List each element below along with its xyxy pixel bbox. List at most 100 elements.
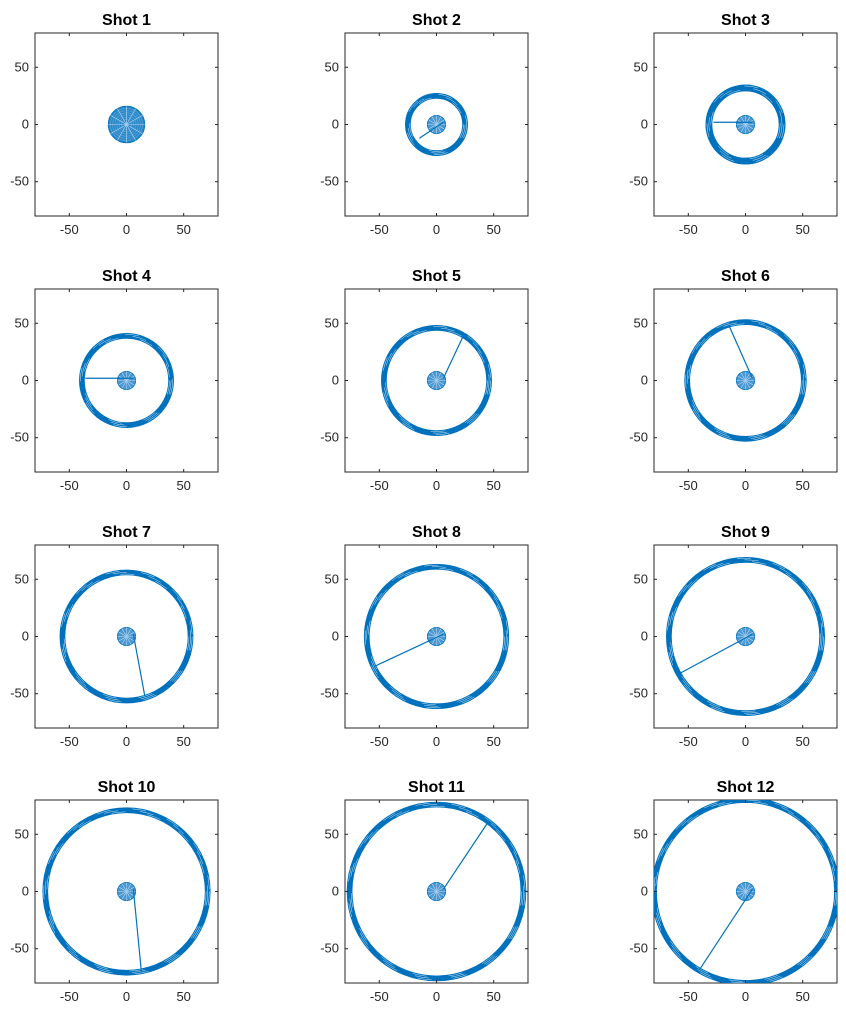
x-tick-label: -50 <box>60 478 79 493</box>
x-tick-label: 0 <box>433 734 440 749</box>
y-tick-label: 0 <box>22 884 29 899</box>
y-tick-label: -50 <box>320 686 339 701</box>
connector-line <box>728 326 753 379</box>
y-tick-label: 0 <box>22 629 29 644</box>
x-tick-label: 0 <box>123 478 130 493</box>
outer-ring-trace <box>43 808 210 975</box>
data-layer <box>107 105 146 144</box>
connector-line <box>442 336 464 379</box>
outer-ring-trace <box>383 327 490 434</box>
connector-line <box>442 823 488 890</box>
y-tick-label: 50 <box>15 826 29 841</box>
subplot-title: Shot 8 <box>412 524 461 541</box>
outer-ring-trace <box>688 323 803 438</box>
y-tick-label: -50 <box>10 941 29 956</box>
inner-spiral-stroke <box>737 375 754 386</box>
inner-spiral <box>735 626 756 647</box>
subplot-title: Shot 2 <box>412 12 461 29</box>
data-layer <box>59 569 194 704</box>
outer-ring-trace <box>667 558 824 715</box>
y-tick-label: 0 <box>332 884 339 899</box>
outer-ring-trace <box>668 559 823 714</box>
x-tick-label: 50 <box>176 989 190 1004</box>
inner-spiral-stroke <box>118 886 135 897</box>
subplot-title: Shot 4 <box>102 268 151 285</box>
outer-ring-trace <box>83 337 170 424</box>
outer-ring-trace <box>62 572 191 701</box>
y-tick-label: 50 <box>325 315 339 330</box>
subplot-4: Shot 4 -50 0 50 50 0 -50 <box>10 268 219 493</box>
data-layer <box>405 93 468 156</box>
x-tick-label: 0 <box>742 734 749 749</box>
outer-ring-trace <box>45 810 208 973</box>
y-tick-label: 50 <box>15 315 29 330</box>
data-layer <box>346 801 527 982</box>
connector-line <box>680 633 753 674</box>
y-tick-label: -50 <box>629 941 648 956</box>
x-tick-label: 0 <box>742 222 749 237</box>
subplot-title: Shot 9 <box>721 524 770 541</box>
y-tick-label: -50 <box>629 174 648 189</box>
x-tick-label: 50 <box>176 478 190 493</box>
y-tick-label: 0 <box>332 629 339 644</box>
x-tick-label: 0 <box>123 222 130 237</box>
x-tick-label: -50 <box>370 222 389 237</box>
x-tick-label: 50 <box>795 989 809 1004</box>
y-tick-label: 0 <box>641 373 648 388</box>
connector-line <box>374 633 444 667</box>
subplot-5: Shot 5 -50 0 50 50 0 -50 <box>320 268 529 493</box>
outer-ring-trace <box>409 97 464 152</box>
x-tick-label: 50 <box>486 478 500 493</box>
y-tick-label: 50 <box>325 571 339 586</box>
outer-ring-trace <box>686 321 805 440</box>
outer-ring-trace <box>80 334 173 427</box>
subplot-10: Shot 10 -50 0 50 50 0 -50 <box>10 779 219 1004</box>
outer-ring-trace <box>81 335 172 426</box>
connector-line <box>132 634 146 697</box>
inner-spiral-stroke <box>737 631 754 642</box>
x-tick-label: -50 <box>370 478 389 493</box>
data-layer <box>42 807 211 976</box>
outer-ring-trace <box>350 805 523 978</box>
x-tick-label: 50 <box>795 734 809 749</box>
subplot-7: Shot 7 -50 0 50 50 0 -50 <box>10 524 219 749</box>
x-tick-label: -50 <box>60 989 79 1004</box>
inner-spiral-stroke <box>428 375 445 386</box>
x-tick-label: 0 <box>123 734 130 749</box>
x-tick-label: -50 <box>679 734 698 749</box>
y-tick-label: 0 <box>22 373 29 388</box>
data-layer <box>79 333 174 428</box>
subplot-title: Shot 10 <box>98 779 156 796</box>
y-tick-label: 50 <box>634 826 648 841</box>
inner-spiral-stroke <box>428 119 445 130</box>
x-tick-label: 50 <box>176 222 190 237</box>
y-tick-label: 0 <box>641 117 648 132</box>
connector-line <box>419 121 444 139</box>
x-tick-label: 50 <box>795 222 809 237</box>
connector-line <box>699 888 753 970</box>
inner-spiral-stroke <box>118 631 135 642</box>
inner-spiral <box>426 114 447 135</box>
x-tick-label: 50 <box>486 734 500 749</box>
x-tick-label: -50 <box>370 989 389 1004</box>
x-tick-label: 0 <box>123 989 130 1004</box>
x-tick-label: -50 <box>679 989 698 1004</box>
subplot-9: Shot 9 -50 0 50 50 0 -50 <box>629 524 838 749</box>
inner-spiral <box>735 881 756 902</box>
y-tick-label: -50 <box>10 174 29 189</box>
y-tick-label: -50 <box>320 430 339 445</box>
y-tick-label: 0 <box>332 373 339 388</box>
y-tick-label: 50 <box>634 571 648 586</box>
outer-ring-trace <box>46 811 207 972</box>
y-tick-label: 50 <box>325 826 339 841</box>
subplot-12: Shot 12 -50 0 50 50 0 -50 <box>629 779 838 1004</box>
subplot-11: Shot 11 -50 0 50 50 0 -50 <box>320 779 529 1004</box>
subplot-6: Shot 6 -50 0 50 50 0 -50 <box>629 268 838 493</box>
y-tick-label: 0 <box>22 117 29 132</box>
outer-ring-trace <box>407 95 466 154</box>
data-layer <box>381 325 492 436</box>
inner-spiral-stroke <box>428 886 445 897</box>
x-tick-label: 50 <box>795 478 809 493</box>
outer-ring-trace <box>60 570 193 703</box>
